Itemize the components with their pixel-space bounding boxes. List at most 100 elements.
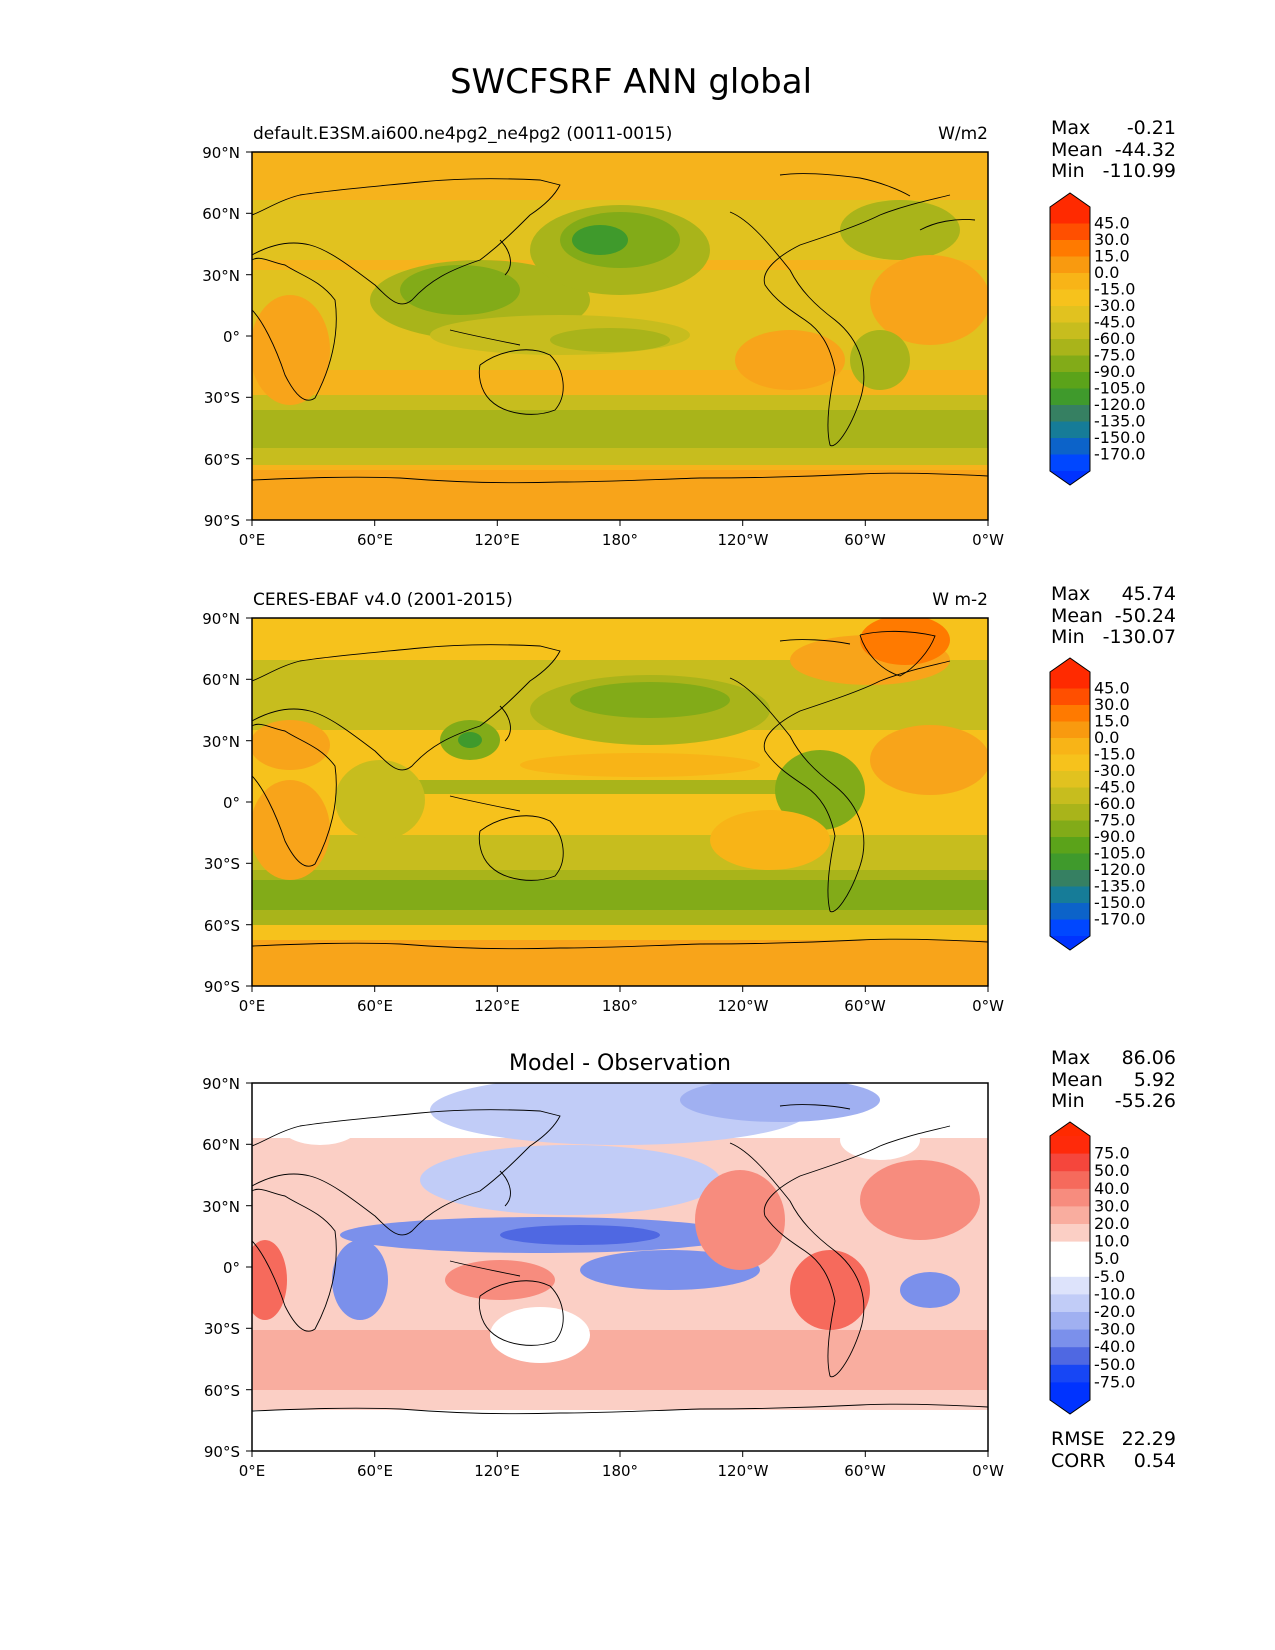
colorbar-segment: [1050, 1136, 1090, 1155]
lon-tick-label: 60°W: [844, 1462, 886, 1480]
lat-tick-label: 60°N: [202, 671, 240, 689]
colorbar-segment: [1050, 1206, 1090, 1225]
lon-tick-label: 60°E: [357, 1462, 393, 1480]
colorbar-tick-label: 45.0: [1094, 679, 1130, 698]
lat-tick-label: 0°: [223, 1259, 240, 1277]
colorbar-segment: [1050, 438, 1090, 455]
colorbar-segment: [1050, 870, 1090, 887]
lon-tick-label: 120°W: [718, 531, 769, 549]
colorbar-segment: [1050, 853, 1090, 871]
colorbar-tick-label: 20.0: [1094, 1214, 1130, 1233]
colorbar: 45.030.015.00.0-15.0-30.0-45.0-60.0-75.0…: [1049, 192, 1146, 486]
colorbar-tick-label: -15.0: [1094, 745, 1135, 764]
lat-tick-label: 0°: [223, 328, 240, 346]
colorbar-tick-label: -20.0: [1094, 1302, 1135, 1321]
colorbar-segment: [1050, 903, 1090, 920]
colorbar-segment: [1050, 804, 1090, 821]
colorbar-tick-label: -105.0: [1094, 844, 1146, 863]
colorbar-tick-label: -45.0: [1094, 313, 1135, 332]
panel-title-right: W/m2: [938, 124, 988, 144]
colorbar-segment: [1050, 256, 1090, 274]
colorbar-tick-label: -75.0: [1094, 1372, 1135, 1391]
stat-value: -110.99: [1103, 160, 1176, 182]
colorbar-tick-label: 0.0: [1094, 263, 1119, 282]
colorbar-tick-label: -30.0: [1094, 296, 1135, 315]
colorbar-segment: [1050, 754, 1090, 772]
lat-tick-label: 60°N: [202, 205, 240, 223]
colorbar-tick-label: -135.0: [1094, 412, 1146, 431]
colorbar-segment: [1050, 421, 1090, 439]
colorbar-segment: [1050, 1171, 1090, 1190]
colorbar-over-extension: [1050, 193, 1090, 207]
colorbar-tick-label: 15.0: [1094, 712, 1130, 731]
colorbar-tick-label: 10.0: [1094, 1232, 1130, 1251]
colorbar-tick-label: -105.0: [1094, 379, 1146, 398]
map-field: [252, 1083, 988, 1451]
lon-tick-label: 120°W: [718, 997, 769, 1015]
stat-label: Mean: [1051, 1069, 1103, 1091]
lat-tick-label: 90°S: [204, 1443, 240, 1461]
stat-value: 22.29: [1122, 1428, 1176, 1450]
colorbar-tick-label: -120.0: [1094, 395, 1146, 414]
colorbar-segment: [1050, 388, 1090, 406]
lat-tick-label: 90°S: [204, 978, 240, 996]
colorbar-segment: [1050, 240, 1090, 257]
lat-axis: 90°N 60°N 30°N 0° 30°S 60°S 90°S: [202, 1075, 252, 1461]
colorbar-under-extension: [1050, 471, 1090, 485]
colorbar-segment: [1050, 1382, 1090, 1401]
colorbar-under-extension: [1050, 1400, 1090, 1414]
stat-value: -130.07: [1103, 626, 1176, 648]
lat-tick-label: 60°S: [204, 451, 240, 469]
colorbar-segment: [1050, 207, 1090, 224]
stat-label: Max: [1051, 1047, 1090, 1069]
lon-tick-label: 0°E: [239, 531, 266, 549]
colorbar-tick-label: -30.0: [1094, 761, 1135, 780]
lat-tick-label: 0°: [223, 794, 240, 812]
lon-tick-label: 0°W: [972, 997, 1004, 1015]
colorbar-segment: [1050, 1347, 1090, 1366]
coastlines: [252, 173, 988, 484]
colorbar-tick-label: 30.0: [1094, 1196, 1130, 1215]
panel-observation: CERES-EBAF v4.0 (2001-2015) W m-2: [202, 583, 1176, 1015]
colorbar-segment: [1050, 306, 1090, 323]
colorbar-segment: [1050, 1294, 1090, 1313]
lon-tick-label: 120°E: [474, 1462, 520, 1480]
stat-value: 86.06: [1122, 1047, 1176, 1069]
lon-tick-label: 120°W: [718, 1462, 769, 1480]
lon-tick-label: 60°W: [844, 531, 886, 549]
figure-title: SWCFSRF ANN global: [450, 62, 812, 102]
lon-tick-label: 120°E: [474, 997, 520, 1015]
coastlines: [252, 1104, 988, 1415]
colorbar-tick-label: -60.0: [1094, 329, 1135, 348]
stat-value: -55.26: [1115, 1090, 1176, 1112]
colorbar-segment: [1050, 273, 1090, 290]
colorbar-outline: [1049, 657, 1091, 951]
panel-title-left: default.E3SM.ai600.ne4pg2_ne4pg2 (0011-0…: [253, 124, 672, 144]
lon-tick-label: 120°E: [474, 531, 520, 549]
stats-block: Max 45.74 Mean -50.24 Min -130.07: [1051, 583, 1176, 648]
lon-axis: 0°E 60°E 120°E 180° 120°W 60°W 0°W: [239, 986, 1004, 1015]
colorbar-segment: [1050, 405, 1090, 422]
lat-tick-label: 90°N: [202, 1075, 240, 1093]
colorbar-segment: [1050, 322, 1090, 340]
colorbar-tick-label: -50.0: [1094, 1355, 1135, 1374]
colorbar-tick-label: -60.0: [1094, 794, 1135, 813]
colorbar-segment: [1050, 919, 1090, 937]
lon-tick-label: 60°W: [844, 997, 886, 1015]
panel-title-right: W m-2: [932, 590, 988, 610]
stat-value: 0.54: [1134, 1450, 1176, 1472]
colorbar-segment: [1050, 1224, 1090, 1243]
colorbar-outline: [1049, 1121, 1091, 1415]
colorbar-tick-label: 45.0: [1094, 214, 1130, 233]
map-field: [252, 618, 988, 986]
stat-label: Max: [1051, 117, 1090, 139]
colorbar-tick-label: -10.0: [1094, 1284, 1135, 1303]
colorbar-tick-label: -150.0: [1094, 428, 1146, 447]
stats-block: Max -0.21 Mean -44.32 Min -110.99: [1051, 117, 1176, 182]
colorbar-tick-label: 15.0: [1094, 247, 1130, 266]
colorbar-tick-label: 30.0: [1094, 230, 1130, 249]
lon-tick-label: 0°E: [239, 997, 266, 1015]
colorbar-segment: [1050, 886, 1090, 904]
stat-label: Max: [1051, 583, 1090, 605]
